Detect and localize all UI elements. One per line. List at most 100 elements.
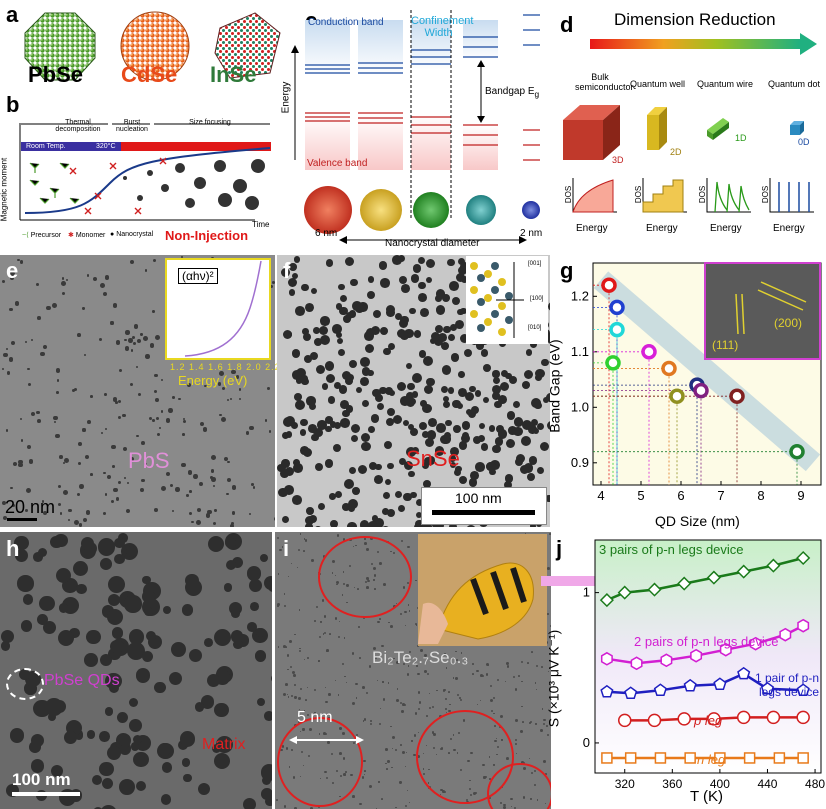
panel-a-label: a: [6, 2, 19, 27]
dim-3d: 3D: [612, 155, 624, 165]
chart-j-xtick-label: 440: [757, 777, 777, 791]
energy-label-1: Energy: [576, 223, 608, 234]
chart-j-point: [779, 627, 792, 642]
chart-j-point: [719, 642, 732, 657]
matrix-label: Matrix: [202, 736, 246, 753]
chart-j-ytick-label: 1: [583, 585, 590, 600]
dos-label-3: DOS: [698, 185, 708, 204]
chart-j-point: [714, 752, 726, 764]
hrtem-circles: [277, 536, 551, 809]
dim-1d: 1D: [735, 133, 747, 143]
chart-g-xtick-label: 6: [677, 488, 684, 503]
scale-bar-f-box: [421, 487, 547, 525]
chart-g-ytick-label: 1.0: [571, 399, 589, 414]
band-diagram: [291, 10, 540, 244]
panel-f-label: f: [283, 258, 291, 283]
chart-g-point: [729, 388, 745, 404]
scale-bar-e-line: [7, 518, 37, 521]
quantum-well-label: Quantum well: [630, 79, 686, 89]
chart-j-point: [624, 686, 638, 699]
axis-100: [100]: [530, 296, 544, 302]
chart-j-point: [690, 648, 703, 663]
chart-j-point: [653, 683, 667, 696]
chart-j-point: [707, 712, 721, 726]
chart-j-point: [796, 710, 810, 725]
chart-g-xtick-label: 8: [757, 488, 764, 503]
diameter-2nm: 2 nm: [520, 228, 543, 239]
chart-g-point: [601, 277, 617, 293]
temp-label: 320°C: [96, 143, 116, 150]
series-label-1pair: 1 pair of p-n legs device: [754, 671, 819, 699]
chart-j-point: [617, 585, 632, 600]
panel-b-label: b: [6, 92, 20, 117]
chart-j-point: [706, 570, 721, 585]
chart-j-xlabel: T (K): [690, 788, 724, 805]
monomer-legend: ✱ Monomer: [68, 232, 106, 239]
series-label-p-leg: p leg: [694, 713, 723, 728]
chart-g-xtick-label: 7: [717, 488, 724, 503]
snse-label: SnSe: [406, 446, 460, 471]
energy-label-4: Energy: [773, 223, 805, 234]
dimension-reduction-diagram: [563, 33, 817, 213]
cdse-crystal: [120, 11, 190, 81]
chart-j-xtick-label: 400: [710, 777, 730, 791]
chart-j-point: [796, 683, 810, 696]
energy-label-3: Energy: [710, 223, 742, 234]
chart-j-point: [713, 677, 727, 690]
panel-d-label: d: [560, 12, 574, 37]
tauc-x-label: Energy (eV): [178, 373, 248, 388]
scale-bar-f-line: [432, 510, 535, 515]
chart-g-point: [609, 299, 625, 316]
chart-j-xtick-label: 480: [805, 777, 825, 791]
chart-g-ytick-label: 0.9: [571, 455, 589, 470]
chart-g-ylabel: Band Gap (eV): [546, 339, 563, 433]
chart-g-point: [661, 360, 677, 377]
tauc-x-ticks: 1.2 1.4 1.6 1.8 2.0 2.2: [170, 362, 281, 372]
seebeck-chart: 320 360 400 440 480 0 1: [583, 539, 825, 791]
tauc-y-label: (αhν)²: [178, 268, 218, 284]
chart-j-point: [617, 713, 632, 728]
dos-label-2: DOS: [634, 185, 644, 204]
quantum-wire-label: Quantum wire: [697, 79, 754, 89]
scale-bar-f: 100 nm: [455, 490, 502, 506]
quantum-dot-label: Quantum dot: [768, 79, 821, 89]
chart-j-point: [766, 710, 781, 725]
chart-j-point: [737, 666, 751, 680]
chart-j-point: [760, 681, 775, 695]
panel-h-label: h: [6, 536, 20, 561]
pbse-matrix-tem: [0, 532, 272, 809]
lattice-fringe-inset: [704, 262, 821, 360]
chart-j-point: [683, 678, 697, 692]
phase-size-focusing: Size focusing: [189, 119, 231, 126]
chart-j-point: [736, 710, 751, 725]
series-label-2pairs: 2 pairs of p-n legs device: [634, 634, 779, 649]
lattice-lines: [735, 281, 807, 335]
axis-001: [001]: [528, 261, 542, 267]
phase-burst: Burst nucleation: [116, 119, 148, 133]
time-label: Time: [252, 220, 270, 229]
chart-g-xlabel: QD Size (nm): [655, 513, 740, 529]
chart-g-xtick-label: 5: [637, 488, 644, 503]
chart-g-xtick-label: 9: [797, 488, 804, 503]
chart-g-point: [789, 443, 805, 460]
chart-j-point: [797, 752, 809, 764]
chart-j-xtick-label: 320: [615, 777, 635, 791]
chart-g-ytick-label: 1.1: [571, 344, 589, 359]
bandgap-label: Bandgap Eg: [485, 86, 540, 99]
pbse-crystal: [24, 12, 96, 81]
diameter-axis-label: Nanocrystal diameter: [385, 238, 480, 249]
chart-j-point: [684, 752, 696, 764]
panel-g-label: g: [560, 258, 574, 283]
bulk-label: Bulk semiconductor: [575, 72, 634, 92]
confinement-width-label: Confinement Width: [411, 15, 474, 39]
chart-j-point: [599, 593, 614, 608]
chart-j-point: [743, 752, 756, 764]
scale-bar-h-line: [12, 792, 80, 796]
chart-j-point: [647, 582, 662, 597]
chart-g-point: [605, 355, 621, 371]
inse-label: InSe: [210, 62, 257, 87]
chart-g-ytick-label: 1.2: [571, 288, 589, 303]
pbs-tem-image: [0, 255, 275, 527]
energy-label-2: Energy: [646, 223, 678, 234]
chart-j-point: [736, 564, 751, 579]
